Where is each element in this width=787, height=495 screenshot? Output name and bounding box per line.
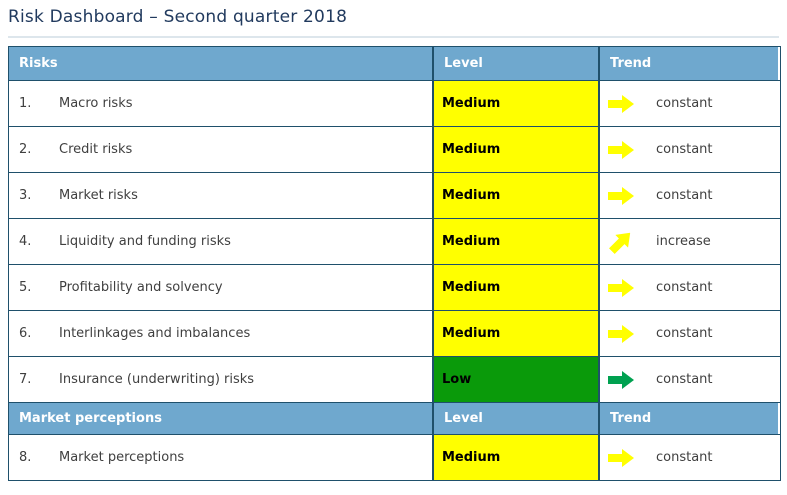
- page: Risk Dashboard – Second quarter 2018 Ris…: [8, 7, 781, 481]
- page-title: Risk Dashboard – Second quarter 2018: [8, 7, 348, 27]
- level-cell: Medium: [432, 311, 598, 356]
- level-cell: Medium: [432, 173, 598, 218]
- risk-cell: 3. Market risks: [9, 173, 432, 218]
- table-row: 1. Macro risks Medium constant: [9, 80, 780, 126]
- risk-cell: 1. Macro risks: [9, 81, 432, 126]
- row-number: 2.: [19, 142, 32, 157]
- column-header-level: Level: [432, 47, 598, 80]
- row-number: 4.: [19, 234, 32, 249]
- trend-cell: constant: [598, 311, 778, 356]
- row-number: 5.: [19, 280, 32, 295]
- trend-label: constant: [656, 326, 713, 341]
- level-value: Medium: [442, 96, 501, 111]
- risk-cell: 5. Profitability and solvency: [9, 265, 432, 310]
- level-cell: Medium: [432, 219, 598, 264]
- trend-label: constant: [656, 188, 713, 203]
- level-value: Medium: [442, 188, 501, 203]
- table-row: 5. Profitability and solvency Medium consta…: [9, 264, 780, 310]
- trend-cell: increase: [598, 219, 778, 264]
- table-row: 6. Interlinkages and imbalances Medium cons…: [9, 310, 780, 356]
- table-row: 3. Market risks Medium constant: [9, 172, 780, 218]
- table-row: 2. Credit risks Medium constant: [9, 126, 780, 172]
- risk-cell: 7. Insurance (underwriting) risks: [9, 357, 432, 402]
- risk-name: Interlinkages and imbalances: [59, 326, 251, 341]
- trend-cell: constant: [598, 173, 778, 218]
- trend-label: constant: [656, 372, 713, 387]
- risk-name: Market perceptions: [59, 450, 185, 465]
- column-header-risks: Risks: [9, 47, 432, 80]
- column-header-trend: Trend: [598, 47, 778, 80]
- level-cell: Medium: [432, 435, 598, 480]
- trend-arrow-right-icon: [608, 370, 636, 389]
- trend-label: constant: [656, 96, 713, 111]
- level-value: Low: [442, 372, 472, 387]
- risk-name: Profitability and solvency: [59, 280, 223, 295]
- risk-cell: 2. Credit risks: [9, 127, 432, 172]
- risk-cell: 4. Liquidity and funding risks: [9, 219, 432, 264]
- trend-arrow-right-icon: [608, 94, 636, 113]
- risk-name: Liquidity and funding risks: [59, 234, 231, 249]
- table-row: 8. Market perceptions Medium constant: [9, 434, 780, 480]
- trend-label: constant: [656, 280, 713, 295]
- trend-cell: constant: [598, 265, 778, 310]
- level-value: Medium: [442, 234, 501, 249]
- table-row: 4. Liquidity and funding risks Medium incre…: [9, 218, 780, 264]
- column-header-risks: Market perceptions: [9, 403, 432, 434]
- trend-arrow-right-icon: [608, 448, 636, 467]
- row-number: 6.: [19, 326, 32, 341]
- risk-cell: 8. Market perceptions: [9, 435, 432, 480]
- table-row: 7. Insurance (underwriting) risks Low const…: [9, 356, 780, 402]
- level-value: Medium: [442, 280, 501, 295]
- risk-cell: 6. Interlinkages and imbalances: [9, 311, 432, 356]
- trend-cell: constant: [598, 81, 778, 126]
- risk-name: Credit risks: [59, 142, 133, 157]
- risk-name: Market risks: [59, 188, 138, 203]
- level-cell: Medium: [432, 127, 598, 172]
- level-cell: Low: [432, 357, 598, 402]
- table-header-row: Risks Level Trend: [9, 47, 780, 80]
- risk-name: Insurance (underwriting) risks: [59, 372, 255, 387]
- row-number: 1.: [19, 96, 32, 111]
- risk-name: Macro risks: [59, 96, 133, 111]
- trend-arrow-right-icon: [608, 324, 636, 343]
- trend-cell: constant: [598, 127, 778, 172]
- section-header-row: Market perceptions Level Trend: [9, 402, 780, 434]
- trend-arrow-up-right-icon: [608, 232, 636, 254]
- level-cell: Medium: [432, 265, 598, 310]
- level-value: Medium: [442, 450, 501, 465]
- trend-cell: constant: [598, 435, 778, 480]
- trend-arrow-right-icon: [608, 186, 636, 205]
- row-number: 7.: [19, 372, 32, 387]
- trend-label: constant: [656, 142, 713, 157]
- trend-label: increase: [656, 234, 711, 249]
- risk-table: Risks Level Trend 1. Macro risks Medium consta…: [8, 46, 781, 481]
- level-cell: Medium: [432, 81, 598, 126]
- trend-cell: constant: [598, 357, 778, 402]
- row-number: 3.: [19, 188, 32, 203]
- title-divider: [8, 36, 779, 38]
- column-header-level: Level: [432, 403, 598, 434]
- level-value: Medium: [442, 142, 501, 157]
- row-number: 8.: [19, 450, 32, 465]
- column-header-trend: Trend: [598, 403, 778, 434]
- trend-label: constant: [656, 450, 713, 465]
- trend-arrow-right-icon: [608, 278, 636, 297]
- trend-arrow-right-icon: [608, 140, 636, 159]
- level-value: Medium: [442, 326, 501, 341]
